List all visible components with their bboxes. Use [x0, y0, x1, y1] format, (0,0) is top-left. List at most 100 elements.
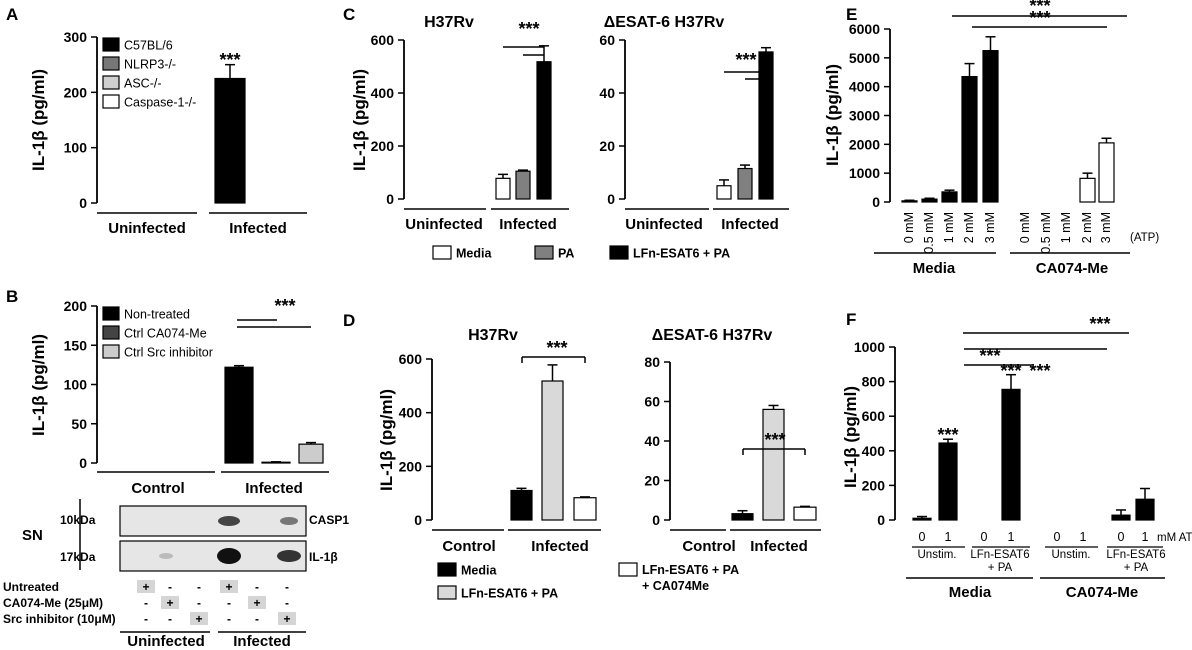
panel-f-stars: ***	[1000, 361, 1021, 381]
panel-c2-y-tick-label: 0	[607, 191, 615, 207]
panel-d-legend-0-label: Media	[461, 564, 497, 578]
panel-e-y-tick-label: 6000	[849, 21, 880, 37]
panel-e-bar	[961, 75, 978, 203]
panel-e-y-tick-label: 5000	[849, 50, 880, 66]
panel-b-y-tick-label: 0	[79, 455, 87, 471]
panel-f-bar	[1111, 514, 1131, 521]
panel-a-legend-0-label: C57BL/6	[124, 39, 173, 53]
panel-c-bar	[515, 170, 531, 200]
blot-mark: +	[253, 596, 260, 610]
panel-c2-group-label: Infected	[721, 216, 779, 233]
panel-d-y-axis-title: IL-1β (pg/ml)	[377, 389, 396, 491]
panel-f-x-tick-label: 1	[1008, 530, 1015, 544]
panel-b-stars: ***	[274, 296, 295, 316]
panel-e-y-tick-label: 2000	[849, 136, 880, 152]
blot-mark: -	[285, 580, 289, 594]
panel-d-y-tick-label: 0	[414, 512, 422, 528]
blot-plus-shade	[220, 580, 238, 593]
panel-a-legend-0-swatch	[102, 37, 120, 52]
panel-f-subgroup-label: LFn-ESAT6	[1106, 549, 1165, 561]
panel-a-group-label: Uninfected	[108, 220, 186, 237]
panel-c-group-label: Infected	[499, 216, 557, 233]
panel-a-y-tick-label: 100	[64, 140, 88, 156]
panel-e-x-tick-label: 0 mM	[1018, 212, 1032, 243]
panel-f-x-tick-label: 1	[945, 530, 952, 544]
blot-band	[217, 548, 241, 564]
blot-mark: -	[144, 612, 148, 626]
panel-c-y-tick-label: 200	[371, 138, 395, 154]
panel-f-x-tick-label: 1	[1080, 530, 1087, 544]
blot-mw-label: 10kDa	[60, 513, 96, 527]
panel-f-x-tick-label: 0	[1054, 530, 1061, 544]
panel-c2-bar	[716, 185, 732, 200]
panel-d-legend-2-label: LFn-ESAT6 + PA	[642, 563, 739, 577]
panel-d2-y-tick-label: 20	[644, 473, 660, 489]
blot-mark: +	[283, 612, 290, 626]
panel-d-legend-2-swatch	[618, 562, 638, 577]
panel-c-bar	[495, 177, 511, 200]
panel-d-bar	[510, 489, 533, 521]
panel-e-x-tick-label: 2 mM	[962, 212, 976, 243]
panel-e-y-axis-title: IL-1β (pg/ml)	[823, 64, 842, 166]
panel-a-legend-1-swatch	[102, 56, 120, 71]
panel-d-group-label: Control	[442, 538, 495, 555]
blot-treatment-label: Src inhibitor (10μM)	[3, 612, 116, 626]
blot-treatment-label: CA074-Me (25μM)	[3, 596, 103, 610]
panel-f-subgroup-label: + PA	[1124, 562, 1149, 574]
panel-e-stars: ***	[1029, 8, 1050, 28]
blot-band	[218, 516, 240, 526]
panel-b-legend-1-label: Ctrl CA074-Me	[124, 327, 207, 341]
panel-label-d: D	[343, 311, 355, 330]
panel-e-x-tick-label: 2 mM	[1080, 212, 1094, 243]
panel-label-c: C	[343, 5, 355, 24]
panel-f-unit-note: mM ATP	[1157, 532, 1192, 544]
panel-d-stars: ***	[546, 338, 567, 358]
panel-d2-bar	[762, 408, 785, 521]
panel-c2-y-tick-label: 20	[599, 138, 615, 154]
panel-f-bar	[1135, 498, 1155, 521]
panel-b-legend-2-swatch	[102, 344, 120, 359]
panel-b-legend-2-label: Ctrl Src inhibitor	[124, 346, 213, 360]
panel-c-legend-1-label: PA	[558, 247, 574, 261]
panel-f-stars: ***	[979, 346, 1000, 366]
panel-f-x-tick-label: 0	[1118, 530, 1125, 544]
panel-b-group-label: Infected	[245, 480, 303, 497]
panel-a-y-tick-label: 300	[64, 29, 88, 45]
panel-label-e: E	[846, 5, 857, 24]
panel-c-bar	[536, 61, 552, 200]
blot-plus-shade	[161, 596, 179, 609]
panel-a-bar	[214, 77, 246, 204]
panel-d2-title: ΔESAT-6 H37Rv	[652, 327, 773, 344]
panel-d2-group-label: Infected	[750, 538, 808, 555]
blot-group-label: Uninfected	[127, 633, 205, 650]
panel-label-a: A	[6, 5, 18, 24]
panel-b-y-tick-label: 150	[64, 337, 88, 353]
blot-mark: -	[144, 596, 148, 610]
panel-e-y-tick-label: 1000	[849, 165, 880, 181]
panel-b-bar	[224, 366, 254, 464]
blot-mark: -	[285, 596, 289, 610]
panel-c-y-tick-label: 600	[371, 32, 395, 48]
panel-b-y-tick-label: 200	[64, 298, 88, 314]
panel-c-y-axis-title: IL-1β (pg/ml)	[350, 69, 369, 171]
panel-d2-bar	[731, 513, 754, 521]
panel-d2-y-tick-label: 0	[652, 512, 660, 528]
panel-e-x-tick-label: 3 mM	[1099, 212, 1113, 243]
panel-d-legend-1-swatch	[437, 585, 457, 600]
panel-e-x-tick-label: 0 mM	[902, 212, 916, 243]
panel-e-x-tick-label: 0.5 mM	[1039, 212, 1053, 254]
panel-d-title: H37Rv	[468, 327, 518, 344]
blot-mark: -	[197, 596, 201, 610]
panel-c2-bar	[737, 167, 753, 200]
panel-f-stars: ***	[1029, 361, 1050, 381]
panel-a-group-label: Infected	[229, 220, 287, 237]
panel-b-bar	[261, 461, 291, 464]
panel-f-subgroup-label: + PA	[988, 562, 1013, 574]
blot-mark: -	[227, 612, 231, 626]
blot-row-label: CASP1	[309, 513, 349, 527]
blot-mark: -	[168, 612, 172, 626]
panel-c-title: H37Rv	[424, 14, 474, 31]
panel-d-legend-0-swatch	[437, 562, 457, 577]
panel-d2-y-tick-label: 60	[644, 394, 660, 410]
